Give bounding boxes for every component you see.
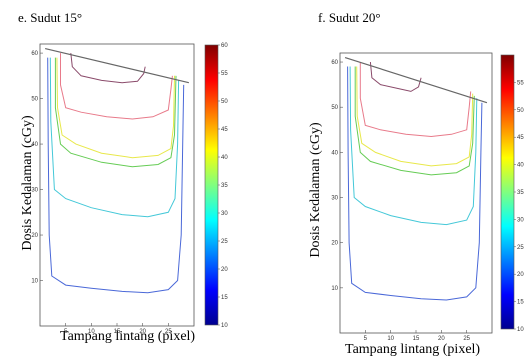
panel-f-colorbar-label: 25 [517,245,524,251]
panel-f-colorbar [500,54,515,330]
panel-e-contour-50 [60,53,173,120]
panel-e-colorbar-label: 30 [221,211,228,217]
panel-f-contour-40 [356,66,474,167]
panel-e-colorbar-label: 10 [221,323,228,329]
panel-e-colorbar-label: 35 [221,183,228,189]
panel-f-contour-58 [369,61,422,92]
panel-f-colorbar-label: 35 [517,190,524,196]
panel-f-colorbar-label: 40 [517,163,524,169]
panel-e-xtick-label: 20 [139,329,146,335]
panel-e-ytick-label: 20 [31,233,38,239]
panel-f-ytick-label: 30 [331,196,338,202]
panel-e-ytick-label: 50 [31,97,38,103]
panel-e-axes-box [39,43,195,327]
panel-f-contour-35 [354,66,475,176]
panel-e-xtick-label: 5 [64,329,68,335]
panel-f-colorbar-label: 20 [517,272,524,278]
panel-f-ytick-label: 10 [331,286,338,292]
panel-e-ytick-label: 40 [31,142,38,148]
panel-e-colorbar [204,44,219,326]
panel-f-axes-box [339,52,493,334]
panel-f-colorbar-label: 55 [517,80,524,86]
panel-f-contour-10 [347,66,483,301]
panel-f-ytick-label: 50 [331,105,338,111]
panel-e-contour-58 [70,53,146,84]
panel-e-colorbar-label: 60 [221,43,228,49]
panel-f-colorbar-label: 50 [517,108,524,114]
panel-f-xtick-label: 10 [387,336,394,342]
panel-e-contour-25 [49,57,180,218]
panel-e-colorbar-label: 50 [221,99,228,105]
panel-e-xtick-label: 15 [114,329,121,335]
panel-f-ytick-label: 60 [331,60,338,66]
panel-f-xlabel: Tampang lintang (pixel) [345,342,481,357]
panel-f-contour-50 [359,62,472,138]
panel-e-xtick-label: 25 [165,329,172,335]
panel-e-colorbar-label: 45 [221,127,228,133]
panel-f-colorbar-label: 10 [517,327,524,333]
panel-e-ytick-label: 10 [31,279,38,285]
panel-f-xtick-label: 25 [463,336,470,342]
panel-f-xtick-label: 5 [364,336,368,342]
panel-e-colorbar-label: 55 [221,71,228,77]
panel-e-contour-40 [56,57,175,159]
panel-e-ytick-label: 60 [31,51,38,57]
panel-f-xtick-label: 20 [438,336,445,342]
panel-f-xtick-label: 15 [413,336,420,342]
panel-f-title: f. Sudut 20° [318,10,381,25]
panel-e-colorbar-label: 40 [221,155,228,161]
panel-e-ytick-label: 30 [31,188,38,194]
panel-e-surface-line [44,47,190,84]
panel-e-colorbar-label: 20 [221,267,228,273]
panel-f-colorbar-label: 30 [517,217,524,223]
panel-f-surface-line [344,56,488,104]
panel-e-title: e. Sudut 15° [18,10,83,25]
panel-e-contour-35 [54,57,177,168]
panel-f-contour-25 [349,66,478,226]
panel-f-colorbar-label: 15 [517,300,524,306]
panel-e-xlabel: Tampang lintang (pixel) [60,329,196,344]
panel-e-xtick-label: 10 [88,329,95,335]
panel-f-ytick-label: 40 [331,150,338,156]
panel-f-ytick-label: 20 [331,241,338,247]
panel-e-colorbar-label: 15 [221,295,228,301]
panel-f-colorbar-label: 45 [517,135,524,141]
panel-e-colorbar-label: 25 [221,239,228,245]
panel-e-contour-10 [47,57,185,294]
